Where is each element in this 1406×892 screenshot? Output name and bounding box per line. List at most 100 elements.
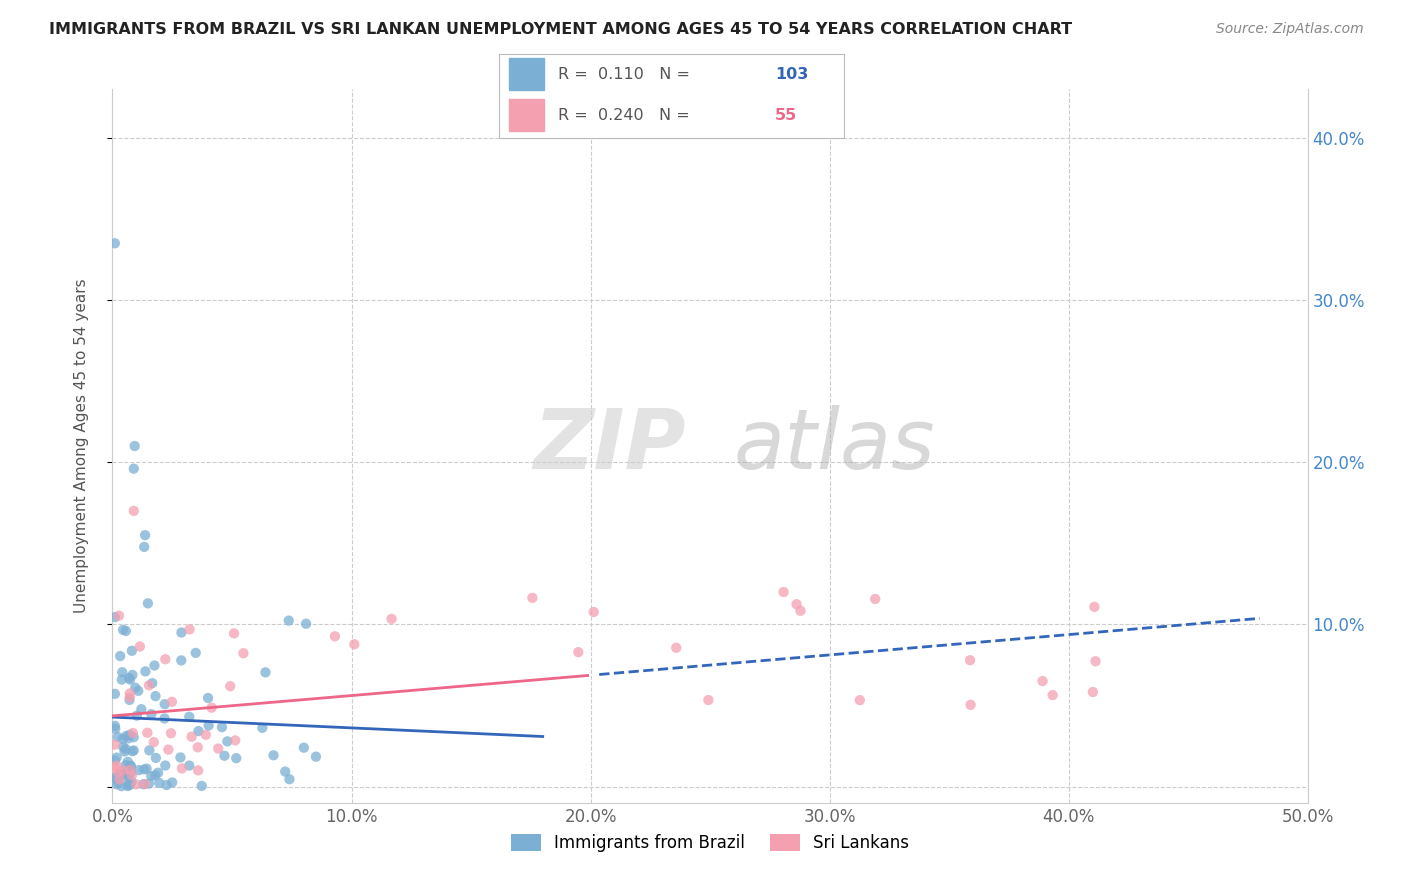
Point: [138, 776, 160, 790]
Point: [170, 653, 193, 667]
Point: [278, 772, 301, 787]
Point: [114, 768, 136, 782]
Point: [114, 758, 136, 772]
Point: [214, 748, 236, 763]
Point: [252, 721, 274, 735]
Point: [104, 754, 127, 768]
Point: [143, 658, 166, 673]
Point: [148, 776, 170, 790]
Point: [170, 761, 193, 775]
Point: [128, 640, 150, 654]
Text: R =  0.240   N =: R = 0.240 N =: [558, 108, 695, 123]
Point: [108, 649, 131, 664]
Point: [224, 733, 246, 747]
Point: [104, 719, 127, 733]
Point: [197, 690, 219, 705]
Point: [121, 744, 143, 758]
Point: [135, 762, 157, 776]
Point: [343, 637, 366, 651]
Point: [789, 604, 811, 618]
Point: [121, 774, 143, 789]
Point: [1083, 599, 1105, 614]
Point: [145, 751, 167, 765]
Point: [169, 750, 191, 764]
Point: [959, 653, 981, 667]
Point: [207, 741, 229, 756]
Point: [108, 771, 131, 785]
Point: [105, 771, 128, 785]
Point: [120, 673, 142, 687]
Point: [120, 763, 142, 777]
Point: [105, 777, 128, 791]
Point: [108, 608, 131, 623]
Point: [143, 768, 166, 782]
Point: [160, 726, 183, 740]
Point: [104, 236, 127, 251]
Point: [118, 728, 141, 742]
Text: ZIP: ZIP: [533, 406, 686, 486]
Bar: [509, 58, 544, 90]
Point: [772, 585, 794, 599]
Point: [124, 439, 146, 453]
Point: [232, 646, 254, 660]
Point: [1081, 685, 1104, 699]
Point: [180, 730, 202, 744]
Point: [665, 640, 688, 655]
Text: 103: 103: [775, 67, 808, 82]
Point: [138, 743, 160, 757]
Point: [121, 668, 143, 682]
Point: [122, 743, 145, 757]
Point: [194, 728, 217, 742]
Point: [277, 614, 299, 628]
Text: R =  0.110   N =: R = 0.110 N =: [558, 67, 695, 82]
Point: [112, 766, 135, 780]
Point: [107, 765, 129, 780]
Point: [263, 748, 285, 763]
Point: [108, 767, 131, 781]
Point: [274, 764, 297, 779]
Point: [110, 779, 132, 793]
Point: [117, 770, 139, 784]
Point: [190, 779, 212, 793]
Point: [197, 718, 219, 732]
Point: [124, 681, 146, 695]
Point: [292, 740, 315, 755]
Point: [118, 690, 141, 705]
Point: [179, 758, 201, 772]
Point: [136, 596, 159, 610]
Point: [105, 750, 128, 764]
Point: [104, 738, 127, 752]
Point: [849, 693, 872, 707]
Point: [125, 708, 148, 723]
Point: [141, 707, 163, 722]
Point: [522, 591, 544, 605]
Point: [155, 778, 177, 792]
Point: [122, 726, 145, 740]
Point: [125, 777, 148, 791]
Point: [104, 722, 127, 736]
Point: [121, 768, 143, 782]
Point: [115, 624, 138, 638]
Point: [104, 770, 127, 784]
Point: [108, 767, 131, 781]
Point: [141, 769, 163, 783]
Point: [118, 686, 141, 700]
Point: [122, 504, 145, 518]
Point: [170, 625, 193, 640]
Point: [120, 765, 142, 780]
Point: [187, 740, 209, 755]
Point: [117, 779, 139, 793]
Point: [122, 461, 145, 475]
Point: [104, 610, 127, 624]
Text: Source: ZipAtlas.com: Source: ZipAtlas.com: [1216, 22, 1364, 37]
Point: [111, 673, 134, 687]
Point: [108, 772, 131, 787]
Point: [117, 778, 139, 792]
Point: [184, 646, 207, 660]
Point: [134, 665, 156, 679]
Point: [134, 540, 156, 554]
Point: [187, 764, 209, 778]
Point: [155, 652, 177, 666]
Point: [155, 758, 177, 772]
Point: [114, 744, 136, 758]
